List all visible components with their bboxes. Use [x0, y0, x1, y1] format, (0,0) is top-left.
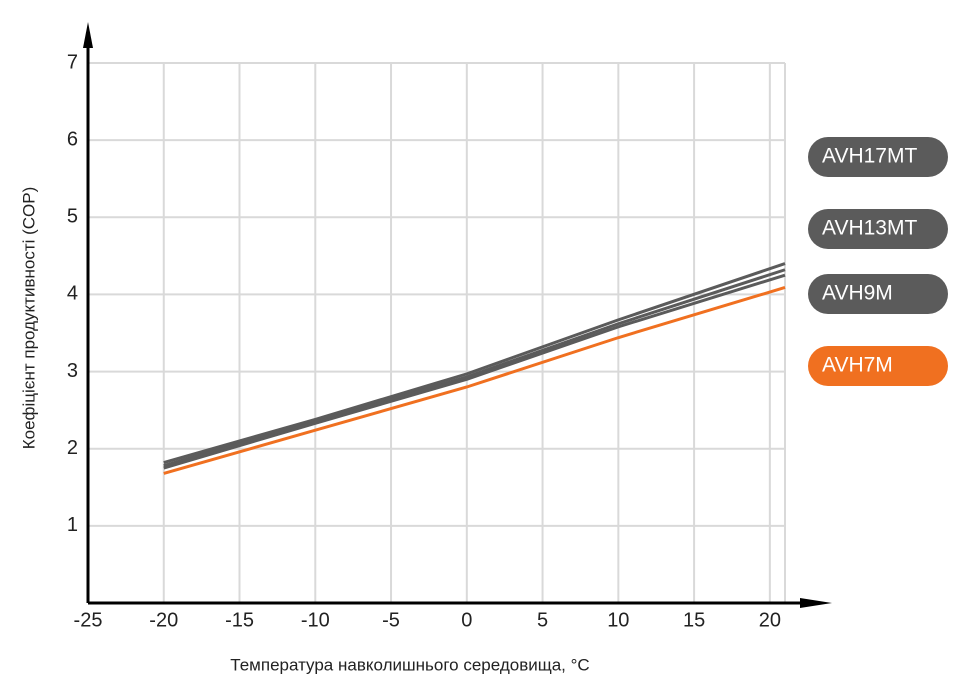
- x-axis-label: Температура навколишнього середовища, °C: [230, 655, 589, 674]
- legend-pill: [808, 137, 948, 177]
- x-tick-label: 10: [607, 609, 629, 631]
- y-tick-label: 5: [67, 206, 78, 228]
- legend-label: AVH7M: [822, 354, 893, 377]
- x-tick-label: -25: [74, 609, 103, 631]
- y-tick-label: 2: [67, 437, 78, 459]
- x-tick-label: 15: [683, 609, 705, 631]
- legend-label: AVH17MT: [822, 145, 917, 168]
- legend-label: AVH9M: [822, 282, 893, 305]
- x-tick-label: 20: [759, 609, 781, 631]
- y-tick-label: 3: [67, 360, 78, 382]
- x-tick-label: -20: [149, 609, 178, 631]
- x-tick-label: -5: [382, 609, 400, 631]
- y-tick-label: 6: [67, 128, 78, 150]
- legend-pill: [808, 209, 948, 249]
- x-tick-label: -15: [225, 609, 254, 631]
- legend-pill: [808, 274, 948, 314]
- y-axis-arrow: [83, 22, 93, 48]
- y-tick-label: 7: [67, 51, 78, 73]
- series-line: [163, 262, 786, 465]
- series-line: [163, 268, 786, 468]
- series-line: [163, 273, 786, 470]
- legend-pill: [808, 346, 948, 386]
- y-tick-label: 1: [67, 514, 78, 536]
- x-tick-label: 5: [537, 609, 548, 631]
- series-line: [163, 286, 786, 475]
- x-tick-label: -10: [301, 609, 330, 631]
- x-tick-label: 0: [461, 609, 472, 631]
- y-tick-label: 4: [67, 283, 78, 305]
- legend-label: AVH13MT: [822, 217, 917, 240]
- y-axis-label: Коефіцієнт продуктивності (COP): [19, 187, 38, 450]
- x-axis-arrow: [800, 598, 832, 608]
